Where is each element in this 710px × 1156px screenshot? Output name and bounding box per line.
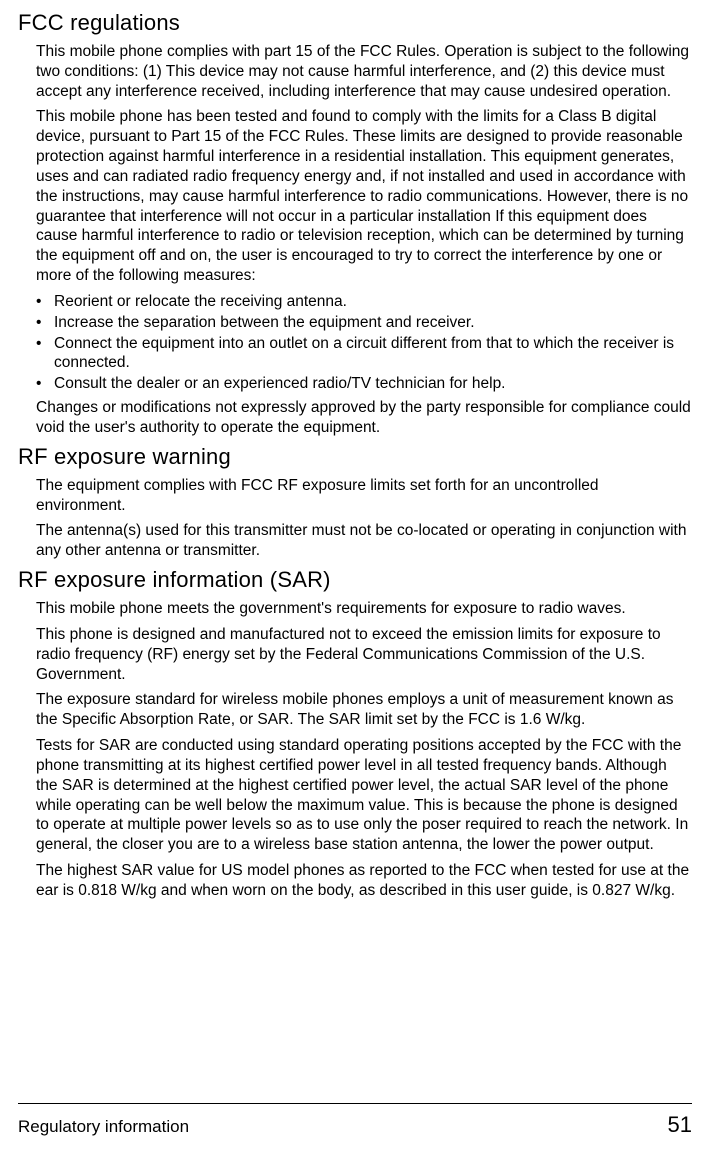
paragraph: This mobile phone has been tested and fo… bbox=[36, 107, 692, 285]
footer-row: Regulatory information 51 bbox=[18, 1112, 692, 1138]
bullet-item: Consult the dealer or an experienced rad… bbox=[36, 374, 692, 394]
heading-fcc-regulations: FCC regulations bbox=[18, 10, 692, 36]
page-footer: Regulatory information 51 bbox=[18, 1103, 692, 1138]
heading-rf-exposure-sar: RF exposure information (SAR) bbox=[18, 567, 692, 593]
bullet-item: Increase the separation between the equi… bbox=[36, 313, 692, 333]
heading-rf-exposure-warning: RF exposure warning bbox=[18, 444, 692, 470]
footer-rule bbox=[18, 1103, 692, 1104]
paragraph: This mobile phone meets the government's… bbox=[36, 599, 692, 619]
page-number: 51 bbox=[668, 1112, 692, 1138]
paragraph: The antenna(s) used for this transmitter… bbox=[36, 521, 692, 561]
paragraph: The equipment complies with FCC RF expos… bbox=[36, 476, 692, 516]
page: FCC regulations This mobile phone compli… bbox=[0, 0, 710, 1156]
paragraph: This mobile phone complies with part 15 … bbox=[36, 42, 692, 101]
bullet-item: Reorient or relocate the receiving anten… bbox=[36, 292, 692, 312]
paragraph: The exposure standard for wireless mobil… bbox=[36, 690, 692, 730]
paragraph: Tests for SAR are conducted using standa… bbox=[36, 736, 692, 855]
bullet-item: Connect the equipment into an outlet on … bbox=[36, 334, 692, 374]
paragraph: This phone is designed and manufactured … bbox=[36, 625, 692, 684]
paragraph: The highest SAR value for US model phone… bbox=[36, 861, 692, 901]
bullet-list: Reorient or relocate the receiving anten… bbox=[36, 292, 692, 394]
footer-section-title: Regulatory information bbox=[18, 1117, 189, 1137]
content-area: FCC regulations This mobile phone compli… bbox=[18, 0, 692, 901]
paragraph: Changes or modifications not expressly a… bbox=[36, 398, 692, 438]
